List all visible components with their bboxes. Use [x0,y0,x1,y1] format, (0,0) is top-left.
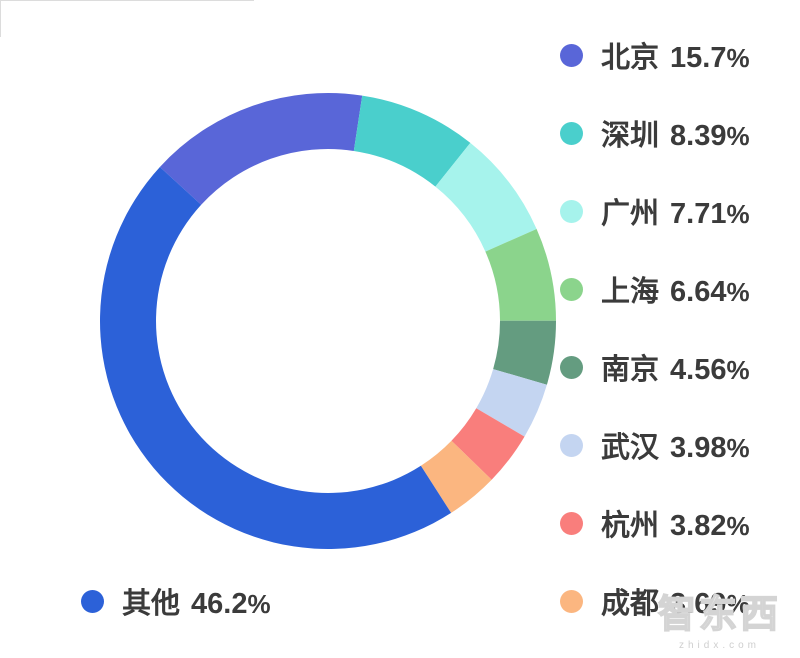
legend-item-南京[interactable]: 南京 4.56% [560,328,750,406]
donut-segment-上海[interactable] [485,228,556,321]
legend-label: 广州 [601,198,660,230]
legend-dot-icon [560,43,583,67]
legend-dot-icon [560,355,583,379]
donut-segment-成都[interactable] [420,440,492,513]
legend-label: 杭州 [601,510,660,542]
legend-item-武汉[interactable]: 武汉 3.98% [560,406,750,484]
donut-segment-南京[interactable] [493,320,557,385]
legend-label: 北京 [601,42,660,74]
legend-percent-sign: % [726,43,750,73]
legend-percent-sign: % [726,355,750,385]
clipped-border-left [0,0,1,37]
legend-item-上海[interactable]: 上海 6.64% [560,250,750,328]
legend-value: 4.56 [670,354,727,386]
legend-percent-sign: % [726,511,750,541]
legend-label: 上海 [601,276,660,308]
legend-dot-icon [560,511,583,535]
legend-percent-sign: % [726,121,750,151]
legend-value: 3.82 [670,510,727,542]
donut-segment-北京[interactable] [159,92,363,205]
legend-label: 深圳 [601,120,660,152]
legend-percent-sign: % [726,433,750,463]
legend-dot-icon [81,589,104,613]
legend-value: 3.98 [670,432,727,464]
legend-percent-sign: % [726,589,750,619]
donut-chart [99,92,557,550]
legend-percent-sign: % [247,589,271,619]
legend-item-成都[interactable]: 成都 3.69% [560,562,750,640]
legend-label: 南京 [601,354,660,386]
legend-dot-icon [560,433,583,457]
legend-value: 3.69 [670,588,727,620]
legend-label: 成都 [601,588,660,620]
legend-item-广州[interactable]: 广州 7.71% [560,172,750,250]
legend-right: 北京 15.7% 深圳 8.39% 广州 7.71% 上海 6.64% 南京 4.56% … [560,16,750,640]
legend-dot-icon [560,121,583,145]
legend-percent-sign: % [726,199,750,229]
legend-label: 其他 [122,588,181,620]
donut-segment-其他[interactable] [99,166,452,550]
legend-item-其他[interactable]: 其他 46.2% [81,581,271,621]
legend-value: 8.39 [670,120,727,152]
donut-segment-深圳[interactable] [353,95,471,187]
donut-segment-广州[interactable] [435,142,537,252]
donut-segment-武汉[interactable] [476,369,547,437]
legend-value: 6.64 [670,276,727,308]
legend-bottom: 其他 46.2% [81,581,271,621]
legend-dot-icon [560,199,583,223]
legend-item-北京[interactable]: 北京 15.7% [560,16,750,94]
legend-label: 武汉 [601,432,660,464]
legend-value: 15.7 [670,42,727,74]
legend-dot-icon [560,589,583,613]
donut-segment-杭州[interactable] [451,408,525,480]
legend-percent-sign: % [726,277,750,307]
legend-value: 7.71 [670,198,727,230]
legend-item-深圳[interactable]: 深圳 8.39% [560,94,750,172]
legend-dot-icon [560,277,583,301]
watermark-domain: zhidx.com [679,640,761,651]
legend-value: 46.2 [191,588,248,620]
legend-item-杭州[interactable]: 杭州 3.82% [560,484,750,562]
clipped-border-top [0,0,254,1]
